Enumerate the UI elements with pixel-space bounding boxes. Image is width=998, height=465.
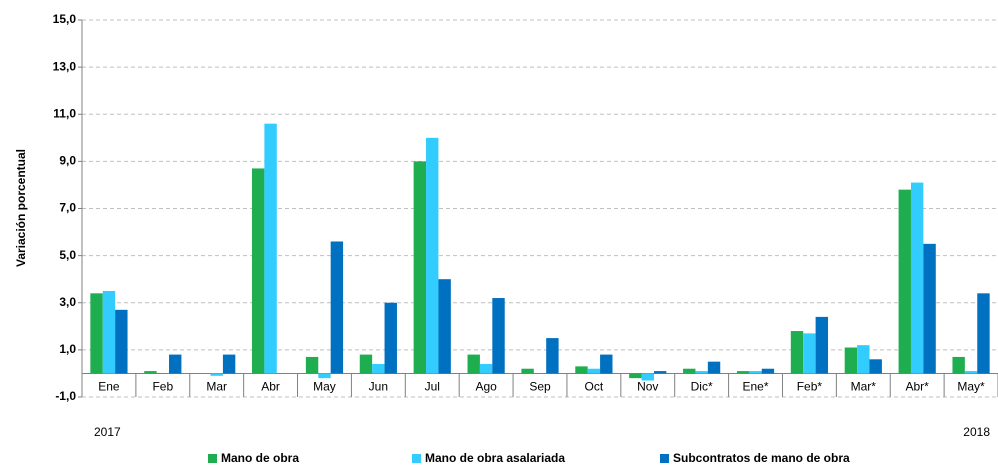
- bar: [169, 354, 182, 374]
- bar: [359, 354, 373, 374]
- bar: [305, 356, 319, 374]
- bar: [910, 182, 924, 374]
- bar: [210, 373, 223, 376]
- x-tick-label: Feb: [152, 380, 173, 394]
- x-tick-label: Ene*: [743, 380, 769, 394]
- legend-swatch: [412, 454, 421, 463]
- bar: [964, 371, 978, 374]
- bar: [977, 293, 990, 374]
- bar: [264, 123, 277, 374]
- legend-label: Mano de obra: [221, 451, 299, 465]
- x-tick-label: Feb*: [797, 380, 823, 394]
- y-tick-label: -1,0: [55, 389, 76, 403]
- x-tick-label: Mar*: [851, 380, 877, 394]
- bar: [600, 354, 613, 374]
- x-tick-label: May: [313, 380, 336, 394]
- bar: [479, 364, 493, 374]
- bar: [438, 279, 451, 374]
- bar: [90, 293, 103, 374]
- bar: [629, 373, 642, 379]
- bar: [144, 371, 157, 374]
- bar: [857, 345, 870, 374]
- bar: [587, 368, 601, 374]
- bar: [384, 302, 397, 374]
- y-axis-label: Variación porcentual: [14, 149, 28, 267]
- y-tick-label: 13,0: [53, 59, 77, 73]
- year-label: 2017: [94, 425, 121, 439]
- bar: [695, 371, 708, 374]
- x-tick-label: Jul: [425, 380, 440, 394]
- bar: [641, 373, 654, 381]
- bar: [102, 290, 116, 374]
- bar: [707, 361, 721, 374]
- bar: [413, 161, 427, 374]
- bar: [761, 368, 775, 374]
- bar: [844, 347, 858, 374]
- legend-swatch: [660, 454, 669, 463]
- y-tick-label: 9,0: [59, 154, 76, 168]
- bar: [372, 364, 385, 374]
- bar: [521, 368, 534, 374]
- bar: [653, 371, 667, 374]
- bar: [318, 373, 331, 379]
- y-tick-label: 1,0: [59, 342, 76, 356]
- x-tick-label: Sep: [529, 380, 551, 394]
- bar: [923, 243, 936, 374]
- x-tick-label: Abr: [261, 380, 280, 394]
- year-label: 2018: [963, 425, 990, 439]
- x-tick-label: Ago: [475, 380, 497, 394]
- x-tick-label: Oct: [585, 380, 604, 394]
- bar: [467, 354, 480, 374]
- bar: [749, 371, 762, 374]
- bar: [736, 371, 750, 374]
- x-tick-label: Abr*: [906, 380, 930, 394]
- x-tick-label: May*: [957, 380, 985, 394]
- bar: [952, 356, 965, 374]
- y-tick-label: 5,0: [59, 248, 76, 262]
- bar: [492, 298, 505, 374]
- bar: [898, 189, 911, 374]
- bar: [815, 316, 829, 374]
- bar: [115, 309, 128, 374]
- bar: [575, 366, 588, 374]
- bar: [330, 241, 344, 374]
- x-tick-label: Nov: [637, 380, 658, 394]
- legend-swatch: [208, 454, 217, 463]
- bar: [803, 333, 816, 374]
- legend-label: Mano de obra asalariada: [425, 451, 565, 465]
- bar: [869, 359, 882, 374]
- bar: [426, 137, 439, 374]
- y-tick-label: 15,0: [53, 12, 77, 26]
- x-tick-label: Mar: [206, 380, 227, 394]
- y-tick-label: 11,0: [53, 106, 76, 120]
- y-tick-label: 7,0: [59, 201, 76, 215]
- x-tick-label: Jun: [369, 380, 388, 394]
- legend-label: Subcontratos de mano de obra: [673, 451, 850, 465]
- x-tick-label: Dic*: [691, 380, 713, 394]
- x-tick-label: Ene: [98, 380, 120, 394]
- bar: [222, 354, 236, 374]
- bar: [546, 338, 559, 374]
- y-tick-label: 3,0: [59, 295, 76, 309]
- bar: [790, 331, 804, 374]
- bar: [251, 168, 265, 374]
- bar: [683, 368, 696, 374]
